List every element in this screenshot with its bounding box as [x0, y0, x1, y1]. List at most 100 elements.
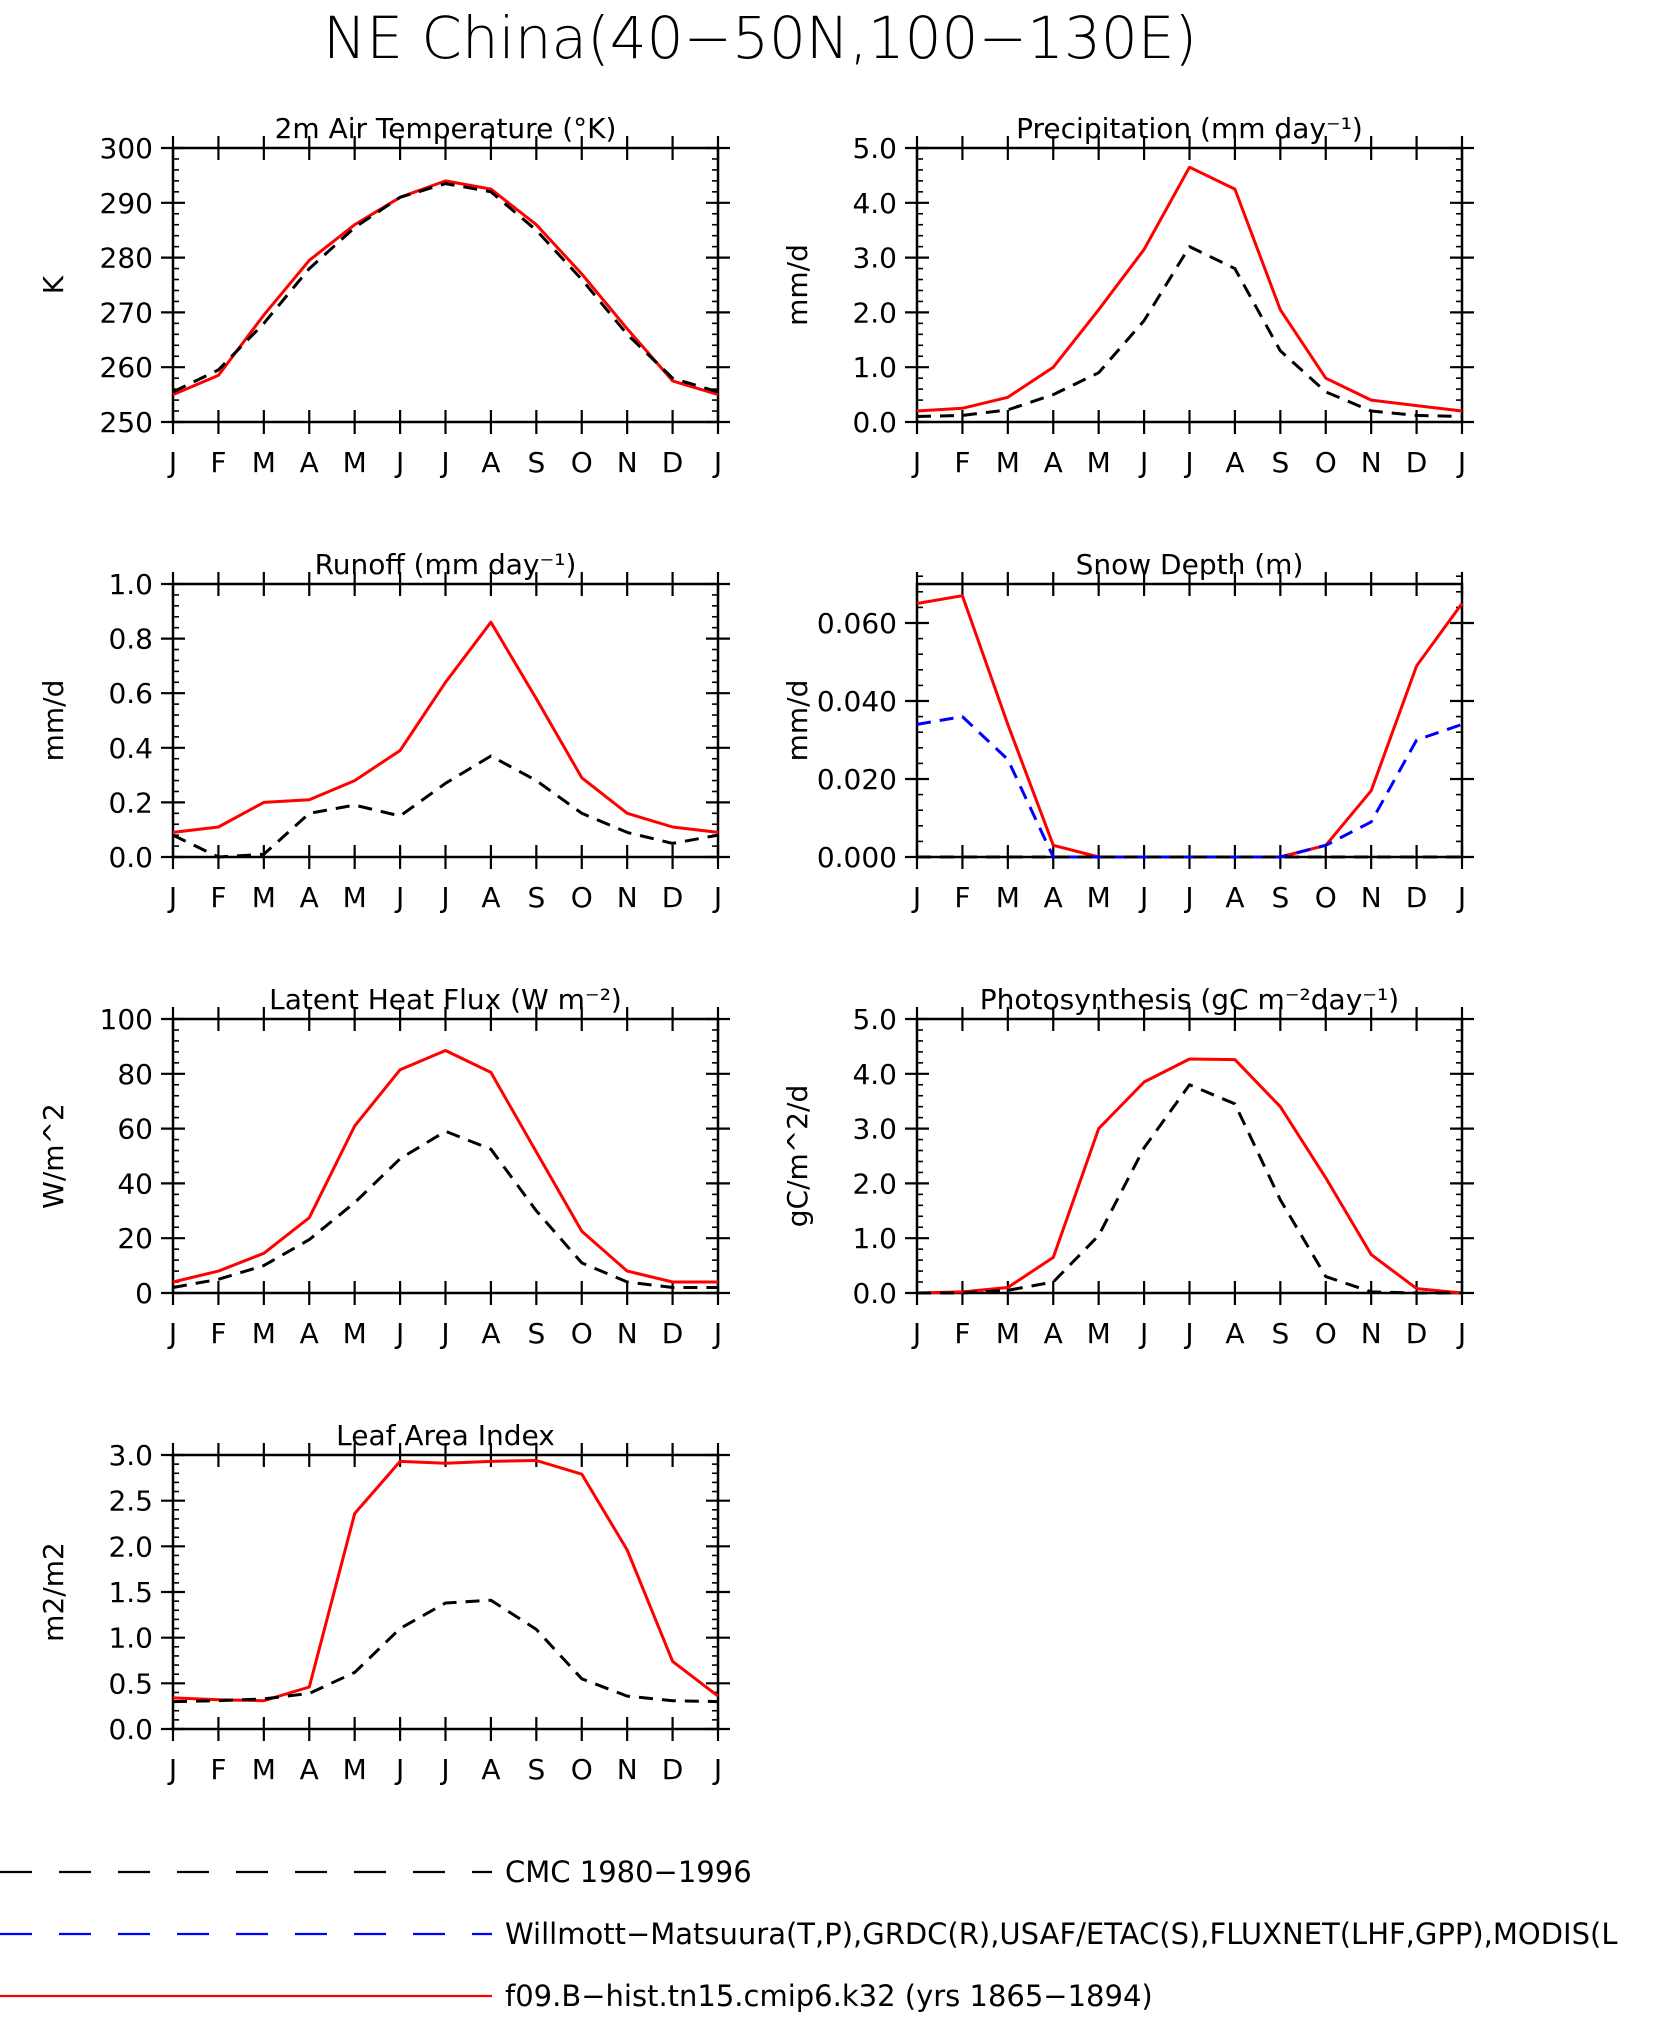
x-tick-label: A — [300, 446, 319, 479]
x-tick-label: F — [954, 446, 970, 479]
y-tick-label: 3.0 — [108, 1439, 153, 1472]
x-tick-label: N — [617, 1317, 638, 1350]
series-line — [172, 1129, 718, 1289]
x-tick-label: J — [167, 881, 177, 914]
x-tick-label: N — [617, 1753, 638, 1786]
y-tick-label: 40 — [117, 1167, 153, 1200]
y-tick-label: 0.000 — [817, 841, 897, 874]
y-tick-label: 1.0 — [852, 1222, 897, 1255]
y-tick-label: 300 — [100, 132, 153, 165]
series-line — [172, 1459, 719, 1703]
x-tick-label: O — [1315, 881, 1337, 914]
y-tick-label: 0.0 — [108, 841, 153, 874]
series-line — [172, 179, 719, 397]
figure-title: NE China(40−50N,100−130E) — [323, 4, 1197, 72]
x-tick-label: A — [1044, 1317, 1063, 1350]
x-tick-label: D — [1406, 881, 1428, 914]
y-tick-label: 4.0 — [852, 187, 897, 220]
x-tick-label: F — [210, 881, 226, 914]
y-tick-label: 270 — [100, 296, 153, 329]
x-tick-label: J — [1456, 446, 1466, 479]
chart-panel: 0.01.02.03.04.05.0J F M A M J J A S O N D JPrecipita… — [781, 112, 1474, 479]
y-tick-label: 290 — [100, 187, 153, 220]
x-tick-label: A — [1225, 1317, 1244, 1350]
panel-title: Runoff (mm day⁻¹) — [315, 548, 577, 581]
x-tick-label: A — [1225, 881, 1244, 914]
x-tick-label: O — [571, 881, 593, 914]
series-line — [172, 1598, 719, 1704]
legend-label: Willmott−Matsuura(T,P),GRDC(R),USAF/ETAC… — [505, 1917, 1618, 1951]
x-tick-label: J — [1138, 1317, 1148, 1350]
x-tick-label: O — [571, 446, 593, 479]
y-tick-label: 3.0 — [852, 1113, 897, 1146]
panel-title: Precipitation (mm day⁻¹) — [1016, 112, 1363, 145]
series-line — [916, 1057, 1463, 1295]
y-tick-label: 3.0 — [852, 242, 897, 275]
legend: CMC 1980−1996 Willmott−Matsuura(T,P),GRDC… — [0, 1855, 1618, 2013]
y-tick-label: 1.0 — [108, 1622, 153, 1655]
x-tick-label: N — [1361, 1317, 1382, 1350]
x-tick-label: A — [300, 1753, 319, 1786]
y-axis-label: m2/m2 — [37, 1542, 70, 1642]
panel-title: Leaf Area Index — [336, 1419, 555, 1452]
y-tick-label: 4.0 — [852, 1058, 897, 1091]
x-tick-label: J — [911, 446, 921, 479]
x-tick-label: N — [1361, 881, 1382, 914]
y-tick-label: 2.0 — [852, 296, 897, 329]
x-tick-label: F — [210, 1317, 226, 1350]
y-tick-label: 0.0 — [852, 406, 897, 439]
x-tick-label: O — [571, 1317, 593, 1350]
x-tick-label: O — [1315, 1317, 1337, 1350]
x-tick-label: D — [662, 881, 684, 914]
x-tick-label: A — [1225, 446, 1244, 479]
x-tick-label: A — [481, 1317, 500, 1350]
y-tick-label: 0.0 — [852, 1277, 897, 1310]
x-tick-label: F — [954, 881, 970, 914]
y-tick-label: 100 — [100, 1003, 153, 1036]
series-line — [917, 1083, 1462, 1295]
y-axis-label: gC/m^2/d — [781, 1085, 814, 1228]
x-tick-label: M — [996, 446, 1020, 479]
panel-title: 2m Air Temperature (°K) — [275, 112, 617, 145]
x-tick-label: J — [1183, 1317, 1193, 1350]
x-tick-label: F — [954, 1317, 970, 1350]
y-tick-label: 250 — [100, 406, 153, 439]
x-tick-label: N — [617, 881, 638, 914]
series-line — [172, 1049, 718, 1284]
x-tick-label: A — [481, 881, 500, 914]
y-tick-label: 1.0 — [852, 351, 897, 384]
x-tick-label: S — [527, 881, 545, 914]
x-tick-label: M — [252, 881, 276, 914]
y-axis-label: W/m^2 — [37, 1103, 70, 1209]
y-tick-label: 0 — [135, 1277, 153, 1310]
series-line — [916, 715, 1463, 859]
y-tick-label: 0.2 — [108, 786, 153, 819]
plot-frame — [915, 146, 1464, 424]
x-tick-label: O — [1315, 446, 1337, 479]
y-tick-label: 0.6 — [108, 677, 153, 710]
y-tick-label: 1.5 — [108, 1576, 153, 1609]
y-axis-label: K — [37, 275, 70, 294]
y-tick-label: 280 — [100, 242, 153, 275]
x-tick-label: M — [343, 446, 367, 479]
x-tick-label: M — [252, 446, 276, 479]
y-tick-label: 0.8 — [108, 623, 153, 656]
x-tick-label: M — [1087, 446, 1111, 479]
y-tick-label: 20 — [117, 1222, 153, 1255]
x-tick-label: J — [712, 446, 722, 479]
y-tick-label: 260 — [100, 351, 153, 384]
x-tick-label: S — [527, 1753, 545, 1786]
y-tick-label: 0.020 — [817, 763, 897, 796]
x-tick-label: S — [1271, 881, 1289, 914]
x-tick-label: M — [343, 1317, 367, 1350]
y-tick-label: 0.0 — [108, 1713, 153, 1746]
x-tick-label: M — [1087, 1317, 1111, 1350]
y-tick-label: 0.5 — [108, 1667, 153, 1700]
series-line — [172, 182, 719, 394]
x-tick-label: S — [527, 1317, 545, 1350]
